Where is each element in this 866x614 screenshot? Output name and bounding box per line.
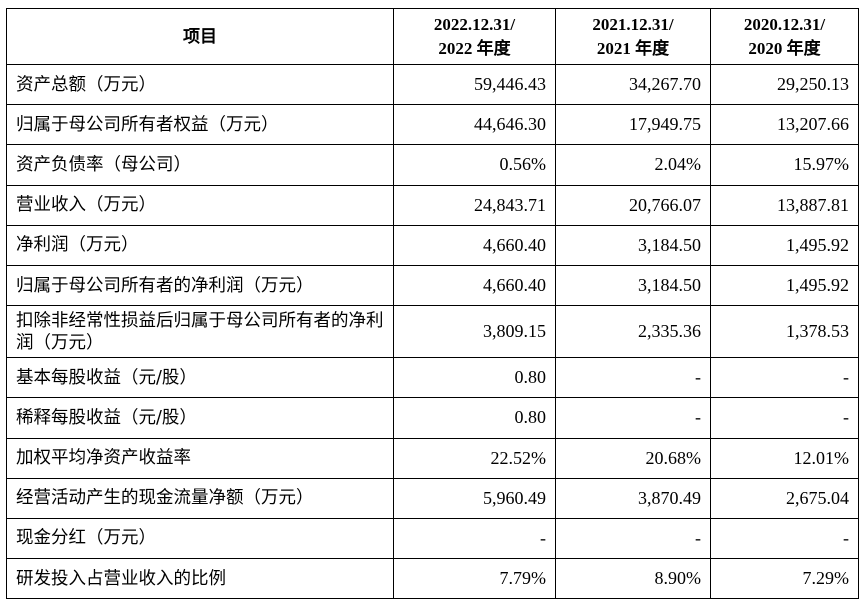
row-label: 营业收入（万元） [6,184,394,226]
table-row: 基本每股收益（元/股） 0.80 - - [6,357,859,399]
value-2021: 20,766.07 [555,184,711,226]
financial-summary: 项目 2022.12.31/ 2022 年度 2021.12.31/ 2021 … [6,8,859,600]
value-2021: 3,184.50 [555,224,711,266]
value-2020: 13,207.66 [710,104,859,146]
row-label: 净利润（万元） [6,224,394,266]
value-2020: - [710,517,859,560]
value-2021: 2,335.36 [555,305,711,359]
value-2020: 13,887.81 [710,184,859,226]
value-2022: 4,660.40 [393,264,556,307]
row-label: 归属于母公司所有者权益（万元） [6,104,394,146]
value-2022: 4,660.40 [393,224,556,266]
row-label: 加权平均净资产收益率 [6,437,394,479]
header-item-label: 项目 [183,26,217,47]
value-2022: 0.80 [393,397,556,439]
row-label: 资产总额（万元） [6,63,394,106]
value-2021: 20.68% [555,437,711,479]
value-2021: 2.04% [555,144,711,186]
value-2022: 22.52% [393,437,556,479]
value-2021: 34,267.70 [555,63,711,106]
value-2021: - [555,517,711,560]
table-row: 营业收入（万元） 24,843.71 20,766.07 13,887.81 [6,184,859,226]
value-2020: 1,495.92 [710,224,859,266]
value-2021: 3,870.49 [555,477,711,519]
value-2021: 8.90% [555,558,711,600]
header-2020-year: 2020 年度 [748,38,821,58]
value-2022: 0.80 [393,357,556,399]
value-2020: 12.01% [710,437,859,479]
value-2020: 7.29% [710,558,859,600]
header-item: 项目 [6,8,394,65]
value-2022: 3,809.15 [393,305,556,359]
value-2022: 0.56% [393,144,556,186]
header-row: 项目 2022.12.31/ 2022 年度 2021.12.31/ 2021 … [6,8,859,65]
table-row: 稀释每股收益（元/股） 0.80 - - [6,397,859,439]
table-row: 净利润（万元） 4,660.40 3,184.50 1,495.92 [6,224,859,266]
row-label: 经营活动产生的现金流量净额（万元） [6,477,394,519]
header-2021: 2021.12.31/ 2021 年度 [555,8,711,65]
value-2022: 24,843.71 [393,184,556,226]
value-2020: 1,378.53 [710,305,859,359]
table-row: 资产负债率（母公司） 0.56% 2.04% 15.97% [6,144,859,186]
value-2020: 29,250.13 [710,63,859,106]
header-2021-date: 2021.12.31/ [592,14,674,34]
row-label: 稀释每股收益（元/股） [6,397,394,439]
value-2022: 44,646.30 [393,104,556,146]
value-2021: - [555,397,711,439]
table-row: 现金分红（万元） - - - [6,517,859,560]
header-2020-date: 2020.12.31/ [743,14,826,34]
table-row: 资产总额（万元） 59,446.43 34,267.70 29,250.13 [6,63,859,106]
header-2022-year: 2022 年度 [438,38,511,58]
value-2020: - [710,397,859,439]
value-2020: 2,675.04 [710,477,859,519]
value-2022: - [393,517,556,560]
value-2022: 59,446.43 [393,63,556,106]
value-2022: 7.79% [393,558,556,600]
header-2022: 2022.12.31/ 2022 年度 [393,8,556,65]
table-row: 加权平均净资产收益率 22.52% 20.68% 12.01% [6,437,859,479]
header-2020: 2020.12.31/ 2020 年度 [710,8,859,65]
value-2021: - [555,357,711,399]
table-row: 扣除非经常性损益后归属于母公司所有者的净利润（万元） 3,809.15 2,33… [6,305,859,359]
value-2022: 5,960.49 [393,477,556,519]
row-label: 基本每股收益（元/股） [6,357,394,399]
row-label: 研发投入占营业收入的比例 [6,558,394,600]
value-2020: 15.97% [710,144,859,186]
financial-table: 项目 2022.12.31/ 2022 年度 2021.12.31/ 2021 … [6,8,859,600]
header-2021-year: 2021 年度 [596,38,670,58]
row-label: 资产负债率（母公司） [6,144,394,186]
value-2020: 1,495.92 [710,264,859,307]
table-row: 经营活动产生的现金流量净额（万元） 5,960.49 3,870.49 2,67… [6,477,859,519]
row-label: 归属于母公司所有者的净利润（万元） [6,264,394,307]
row-label: 现金分红（万元） [6,517,394,560]
value-2021: 17,949.75 [555,104,711,146]
value-2021: 3,184.50 [555,264,711,307]
table-row: 归属于母公司所有者的净利润（万元） 4,660.40 3,184.50 1,49… [6,264,859,307]
value-2020: - [710,357,859,399]
row-label: 扣除非经常性损益后归属于母公司所有者的净利润（万元） [6,305,394,359]
header-2022-date: 2022.12.31/ [433,14,516,34]
table-row: 研发投入占营业收入的比例 7.79% 8.90% 7.29% [6,558,859,600]
table-row: 归属于母公司所有者权益（万元） 44,646.30 17,949.75 13,2… [6,104,859,146]
